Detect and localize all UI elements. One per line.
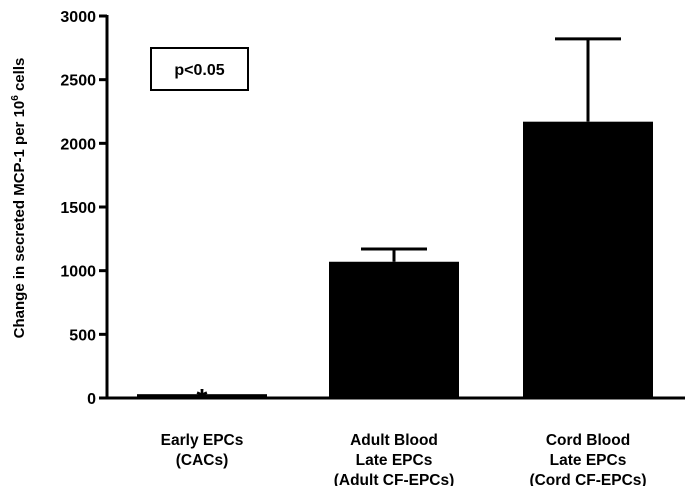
x-tick-label: (CACs)	[176, 452, 229, 469]
y-ticks-group: 0 500 1000 1500 2000 2500 3000	[60, 9, 107, 408]
y-axis-label-suffix: cells	[11, 58, 28, 96]
y-tick-label: 1000	[60, 264, 96, 281]
x-tick-label: Adult Blood	[350, 432, 438, 449]
y-tick-label: 0	[87, 391, 96, 408]
annotation-text: p<0.05	[174, 62, 224, 79]
x-tick-label: (Adult CF-EPCs)	[334, 472, 455, 486]
y-axis-label: Change in secreted MCP-1 per 106 cells	[10, 58, 28, 339]
x-tick-label: Cord Blood	[546, 432, 630, 449]
annotation-box	[150, 47, 249, 91]
bars-group	[137, 121, 653, 398]
x-tick-label: (Cord CF-EPCs)	[529, 472, 646, 486]
y-axis-label-text: Change in secreted MCP-1 per 10	[11, 101, 28, 339]
x-labels-group: Early EPCs (CACs) Adult Blood Late EPCs (Adu…	[161, 432, 647, 486]
x-tick-label: Late EPCs	[356, 452, 433, 469]
y-axis-label-superscript: 6	[10, 95, 21, 101]
bar	[329, 261, 459, 398]
error-bars-group	[361, 37, 621, 262]
x-tick-label: Late EPCs	[550, 452, 627, 469]
bar	[523, 121, 653, 398]
y-tick-label: 1500	[60, 200, 96, 217]
bar	[137, 394, 267, 398]
x-tick-label: Early EPCs	[161, 432, 244, 449]
y-tick-label: 2500	[60, 73, 96, 90]
y-tick-label: 2000	[60, 136, 96, 153]
y-tick-label: 500	[69, 327, 96, 344]
y-tick-label: 3000	[60, 9, 96, 26]
